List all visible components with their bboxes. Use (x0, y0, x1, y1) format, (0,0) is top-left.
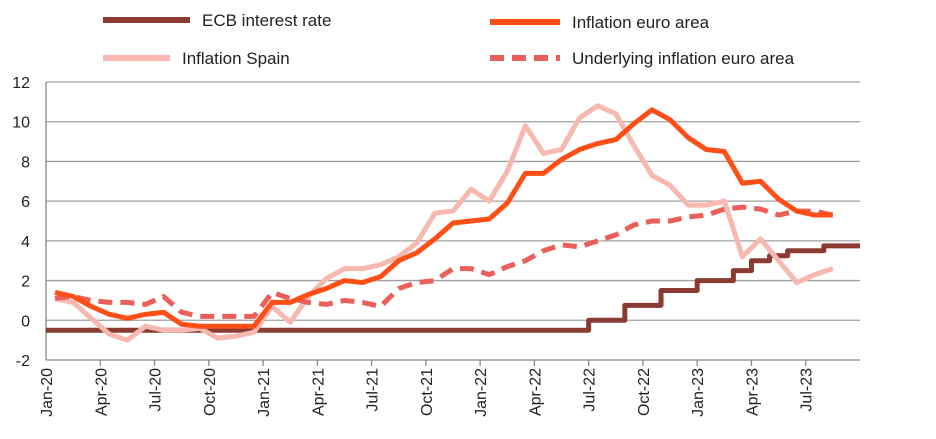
x-tick-label: Jul-23 (799, 368, 816, 412)
series-lines (46, 103, 860, 343)
y-tick-label: 2 (21, 274, 30, 291)
y-tick-label: 10 (12, 115, 30, 132)
y-axis: -2 0 2 4 6 8 10 12 (12, 75, 30, 370)
x-tick-label: Jul-21 (365, 368, 382, 412)
x-tick-label: Apr-20 (93, 368, 110, 416)
legend-label: Underlying inflation euro area (572, 49, 795, 68)
y-tick-label: 12 (12, 75, 30, 92)
x-tick-label: Jan-20 (39, 368, 56, 417)
series-line-ecb-interest-rate (46, 243, 860, 333)
x-tick-label: Jan-22 (473, 368, 490, 417)
y-tick-label: 0 (21, 313, 30, 330)
x-tick-label: Oct-21 (419, 368, 436, 416)
gridlines (45, 81, 860, 361)
y-tick-label: 4 (21, 234, 30, 251)
x-tick-label: Jan-21 (256, 368, 273, 417)
x-tick-label: Apr-22 (527, 368, 544, 416)
x-tick-label: Oct-22 (636, 368, 653, 416)
x-tick-label: Jul-20 (148, 368, 165, 412)
y-tick-label: 6 (21, 194, 30, 211)
series-line-underlying-inflation-euro-area (54, 204, 834, 319)
legend-label: ECB interest rate (202, 11, 331, 30)
x-tick-label: Apr-21 (310, 368, 327, 416)
y-tick-label: -2 (16, 353, 30, 370)
series-line-inflation-euro-area (54, 107, 833, 329)
x-tick-label: Oct-20 (202, 368, 219, 416)
x-tick-label: Jan-23 (690, 368, 707, 417)
x-tick-label: Jul-22 (582, 368, 599, 412)
legend-label: Inflation Spain (182, 49, 290, 68)
y-tick-label: 8 (21, 154, 30, 171)
legend-label: Inflation euro area (572, 13, 710, 32)
x-axis: Jan-20 Apr-20 Jul-20 Oct-20 Jan-21 Apr-21 Jul-… (39, 360, 816, 417)
legend: ECB interest rate Inflation euro area Infl… (103, 11, 795, 68)
series-line-inflation-spain (54, 103, 834, 343)
x-tick-label: Apr-23 (744, 368, 761, 416)
